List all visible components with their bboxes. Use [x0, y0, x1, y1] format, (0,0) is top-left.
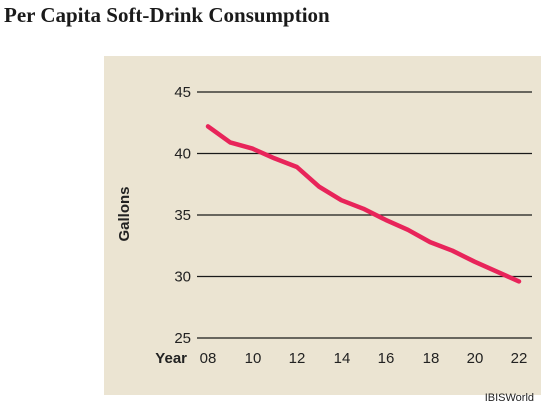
y-tick-label: 40 — [174, 146, 191, 163]
chart-title: Per Capita Soft-Drink Consumption — [4, 3, 330, 27]
series-layer — [205, 124, 522, 284]
x-tick-label: 22 — [511, 350, 528, 367]
y-tick-label: 35 — [174, 207, 191, 224]
x-tick-label: 20 — [467, 350, 484, 367]
y-axis-label: Gallons — [116, 186, 133, 241]
x-tick-label: 14 — [334, 350, 351, 367]
y-tick-label: 45 — [174, 84, 191, 101]
y-tick-label: 30 — [174, 269, 191, 286]
plot-background — [104, 56, 541, 395]
y-tick-label: 25 — [174, 330, 191, 347]
y-tick-labels: 25 30 35 40 45 — [174, 84, 191, 347]
x-axis-label: Year — [155, 350, 187, 367]
x-tick-label: 12 — [289, 350, 306, 367]
x-tick-label: 08 — [200, 350, 217, 367]
gridlines — [197, 91, 532, 339]
x-tick-labels: 08 10 12 14 16 18 20 22 — [200, 350, 528, 367]
x-tick-label: 10 — [245, 350, 262, 367]
x-tick-label: 16 — [378, 350, 395, 367]
x-tick-label: 18 — [423, 350, 440, 367]
source-credit: IBISWorld — [484, 392, 534, 404]
